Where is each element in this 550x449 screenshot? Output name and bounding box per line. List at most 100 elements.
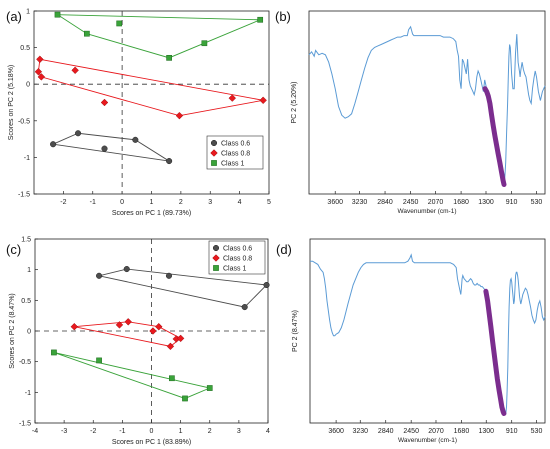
- legend-marker: [210, 149, 218, 157]
- legend-marker: [210, 139, 218, 147]
- data-point: [175, 111, 184, 120]
- series-class-1: [51, 349, 213, 402]
- x-tick-label: -2: [90, 428, 96, 435]
- legend: Class 0.6 Class 0.8 Class 1: [208, 240, 266, 275]
- data-point: [100, 98, 109, 107]
- x-tick-label: 1680: [453, 199, 469, 206]
- data-point: [54, 11, 61, 18]
- x-tick-label: -2: [60, 199, 66, 206]
- data-point: [123, 266, 130, 273]
- x-tick-label: 2: [179, 199, 183, 206]
- x-tick-label: 4: [238, 199, 242, 206]
- data-point: [166, 342, 175, 351]
- series-class-0-8: [70, 318, 185, 351]
- series-class-0-6: [96, 266, 270, 311]
- x-axis-label: Scores on PC 1 (83.89%): [112, 439, 191, 446]
- y-tick-label: -0.5: [19, 359, 31, 366]
- y-tick-label: 1.5: [21, 237, 31, 244]
- data-point: [155, 322, 163, 331]
- data-point: [165, 272, 173, 279]
- x-tick-label: 910: [506, 428, 518, 435]
- y-tick-label: -1.5: [18, 192, 30, 199]
- spectrum-panel-d: 3600 3230 2840 2450 2070 1680 1300 910 530 Wavenu…: [276, 238, 546, 444]
- x-tick-label: -3: [61, 428, 67, 435]
- x-tick-label: 1: [150, 199, 154, 206]
- data-point: [176, 334, 185, 343]
- data-point: [182, 395, 188, 402]
- x-axis-label: Wavenumber (cm-1): [398, 437, 457, 444]
- data-point: [116, 20, 123, 27]
- panel-label: (c): [6, 242, 21, 257]
- data-point: [132, 136, 139, 143]
- legend-label: Class 0.6: [223, 246, 252, 253]
- x-tick-label: 3230: [352, 199, 368, 206]
- x-tick-label: -1: [90, 199, 96, 206]
- legend-marker: [213, 265, 219, 271]
- x-tick-label: 1300: [478, 428, 494, 435]
- data-point: [36, 55, 44, 64]
- class-envelope: [53, 352, 212, 399]
- y-tick-label: -1.5: [19, 421, 31, 428]
- x-axis-label: Wavenumber (cm-1): [398, 208, 457, 215]
- legend: Class 0.6 Class 0.8 Class 1: [206, 135, 264, 170]
- data-point: [149, 327, 157, 335]
- legend-label: Class 0.6: [221, 141, 250, 148]
- data-point: [124, 318, 132, 326]
- legend-label: Class 0.8: [223, 256, 252, 263]
- x-tick-label: 530: [531, 199, 543, 206]
- x-tick-label: 2840: [377, 199, 393, 206]
- x-tick-label: 2: [208, 428, 212, 435]
- x-tick-label: 3: [208, 199, 212, 206]
- data-point: [101, 145, 108, 152]
- legend-label: Class 0.8: [221, 151, 250, 158]
- x-tick-label: 0: [120, 199, 124, 206]
- x-tick-label: 910: [506, 199, 518, 206]
- x-tick-label: 3600: [328, 428, 344, 435]
- y-axis-label: PC 2 (8.47%): [292, 310, 299, 352]
- x-tick-label: 530: [531, 428, 543, 435]
- x-tick-label: 3600: [327, 199, 343, 206]
- data-point: [201, 40, 208, 47]
- y-tick-label: -0.5: [18, 118, 30, 125]
- data-point: [241, 304, 248, 311]
- series-class-1: [54, 11, 264, 61]
- scatter-panel-c: -4 -3 -2 -1 0 1 2 3 4 -1.5 -1 -0.5 0 0.5 1 1.5 Class 0.6…: [6, 237, 270, 447]
- plot-frame: [309, 238, 546, 424]
- x-tick-label: -1: [119, 428, 125, 435]
- y-tick-label: 0.5: [21, 298, 31, 305]
- data-point: [259, 96, 267, 105]
- data-point: [166, 54, 172, 61]
- x-axis-label: Scores on PC 1 (89.73%): [112, 210, 191, 217]
- highlighted-band: [482, 86, 507, 187]
- panel-label: (a): [6, 9, 22, 24]
- panel-label: (b): [275, 9, 291, 24]
- y-tick-label: 0.5: [20, 45, 30, 52]
- plot-frame: [308, 10, 546, 195]
- legend-marker: [212, 244, 220, 252]
- data-point: [115, 321, 124, 329]
- data-point: [51, 349, 57, 356]
- legend-label: Class 1: [221, 161, 244, 168]
- legend-label: Class 1: [223, 266, 246, 273]
- x-tick-label: 2070: [428, 199, 444, 206]
- spectrum-panel-b: 3600 3230 2840 2450 2070 1680 1300 910 530 Wavenu…: [275, 9, 546, 215]
- x-tick-label: 3230: [352, 428, 368, 435]
- x-tick-label: 4: [266, 428, 270, 435]
- data-point: [206, 385, 213, 391]
- y-tick-label: 1: [26, 9, 30, 16]
- series-class-0-6: [50, 130, 173, 165]
- x-tick-label: 2840: [378, 428, 394, 435]
- data-point: [228, 94, 237, 102]
- data-point: [84, 30, 90, 37]
- panel-label: (d): [276, 242, 292, 257]
- x-tick-label: 2450: [403, 199, 419, 206]
- data-point: [169, 375, 175, 382]
- data-point: [166, 158, 173, 165]
- data-point: [263, 281, 270, 289]
- x-tick-label: 5: [267, 199, 271, 206]
- highlighted-band: [483, 288, 507, 416]
- x-tick-label: 1: [179, 428, 183, 435]
- data-point: [96, 357, 102, 364]
